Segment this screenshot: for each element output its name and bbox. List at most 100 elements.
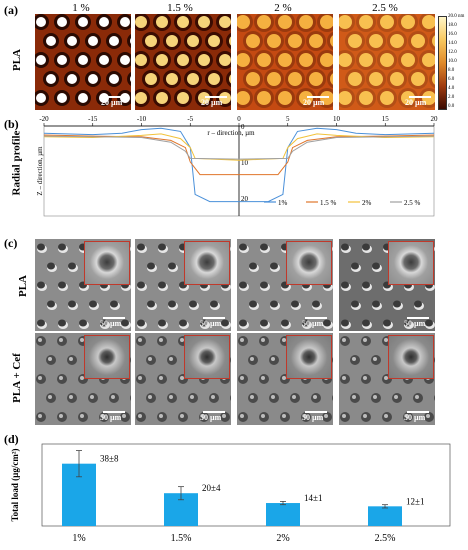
afm-pit: [177, 16, 189, 28]
afm-pit: [348, 34, 362, 48]
sem-pit-particle: [59, 338, 63, 342]
afm-pit: [278, 15, 292, 29]
colorbar-tick-label: 18.0: [448, 23, 457, 28]
scale-bar-line: [105, 96, 127, 98]
sem-dimple: [372, 262, 380, 270]
afm-pit: [309, 72, 323, 86]
afm-pit: [348, 72, 362, 86]
sem-pit-particle: [80, 376, 84, 380]
sem-pit: [434, 357, 435, 363]
scale-bar-line: [203, 411, 225, 413]
sem-pit-particle: [180, 376, 184, 380]
panel-b-row-label: Radial profile: [10, 130, 23, 196]
afm-pit: [339, 53, 352, 67]
afm-pit: [299, 53, 313, 67]
sem-dimple: [362, 319, 370, 327]
afm-pit: [237, 53, 250, 67]
profile-series-line: [43, 133, 435, 161]
sem-dimple: [68, 262, 76, 270]
afm-pit: [166, 73, 178, 85]
sem-dimple: [249, 262, 257, 270]
bar: [266, 503, 300, 526]
profile-y-tick-label: 0: [241, 123, 245, 131]
sem-pit-particle: [271, 357, 275, 361]
scale-bar-label: 20 µm: [101, 98, 123, 107]
profile-x-axis-label: r – direction, µm: [207, 129, 255, 137]
afm-pit: [78, 55, 88, 65]
sem-pit-particle: [169, 357, 173, 361]
afm-pit: [135, 54, 147, 66]
sem-pit-particle: [59, 414, 63, 418]
afm-pit: [156, 54, 168, 66]
afm-pit: [257, 53, 271, 67]
bar-data-label: 12±1: [406, 496, 424, 506]
afm-pit: [57, 17, 67, 27]
profile-x-tick-label: 0: [237, 115, 241, 123]
sem-pit-particle: [190, 395, 194, 399]
sem-dimple: [323, 319, 331, 327]
sem-pit-particle: [250, 395, 254, 399]
afm-pit-halo: [226, 32, 231, 50]
sem-dimple: [58, 319, 66, 327]
sem-pit-particle: [415, 395, 419, 399]
sem-dimple: [270, 262, 278, 270]
profile-series-line: [43, 135, 435, 160]
scale-bar-label: 50 µm: [100, 319, 122, 328]
sem-pit-particle: [303, 414, 307, 418]
scale-bar-label: 50 µm: [302, 319, 324, 328]
sem-pit-particle: [101, 414, 105, 418]
afm-pit: [46, 36, 56, 46]
afm-pit: [401, 53, 415, 67]
sem-dimple: [47, 300, 55, 308]
bar-data-label: 20±4: [202, 483, 221, 493]
sem-pit-particle: [80, 338, 84, 342]
profile-series-line: [43, 134, 435, 176]
sem-dimple: [110, 300, 118, 308]
afm-pit: [46, 74, 56, 84]
profile-series-line: [43, 127, 435, 203]
afm-pit: [288, 34, 302, 48]
sem-pit-particle: [373, 395, 377, 399]
colorbar-tick-label: 4.0: [448, 86, 455, 91]
sem-dimple: [68, 300, 76, 308]
panel-a-col-2: 1.5 %: [167, 2, 193, 14]
afm-pit: [177, 92, 189, 104]
profile-y-axis-label: Z – direction, µm: [36, 146, 44, 196]
sem-pit-particle: [282, 376, 286, 380]
sem-dimple: [168, 262, 176, 270]
afm-pit: [278, 53, 292, 67]
afm-pit: [432, 73, 435, 85]
afm-pit: [198, 16, 210, 28]
sem-zoom-inset: [184, 335, 230, 379]
sem-zoom-inset: [388, 335, 434, 379]
afm-pit: [330, 35, 333, 47]
afm-pit: [309, 34, 323, 48]
panel-a-col-1: 1 %: [72, 2, 90, 14]
sem-pit-particle: [261, 414, 265, 418]
sem-pit: [332, 357, 333, 363]
sem-pit-particle: [111, 395, 115, 399]
sem-pit-particle: [384, 376, 388, 380]
afm-pit: [57, 93, 67, 103]
sem-dimple: [137, 243, 145, 251]
afm-pit: [208, 35, 220, 47]
afm-pit: [320, 91, 333, 105]
sem-pla-cef-image-1: 50 µm: [35, 333, 131, 425]
sem-pla-image-3: 50 µm: [237, 239, 333, 331]
afm-pit: [135, 16, 147, 28]
sem-pit-particle: [394, 395, 398, 399]
sem-zoom-inset: [388, 241, 434, 285]
colorbar-tick-label: 6.0: [448, 77, 455, 82]
sem-pla-cef-image-2: 50 µm: [135, 333, 231, 425]
afm-pit-halo: [226, 70, 231, 88]
sem-pla-image-2: 50 µm: [135, 239, 231, 331]
afm-pit: [278, 91, 292, 105]
afm-pit: [380, 91, 394, 105]
sem-pit-particle: [352, 357, 356, 361]
sem-pit-particle: [282, 338, 286, 342]
afm-pit: [120, 93, 130, 103]
colorbar-tick-label: 12.0: [448, 50, 457, 55]
afm-pit: [422, 53, 435, 67]
sem-dimple: [351, 262, 359, 270]
profile-x-tick-label: -15: [88, 115, 98, 123]
